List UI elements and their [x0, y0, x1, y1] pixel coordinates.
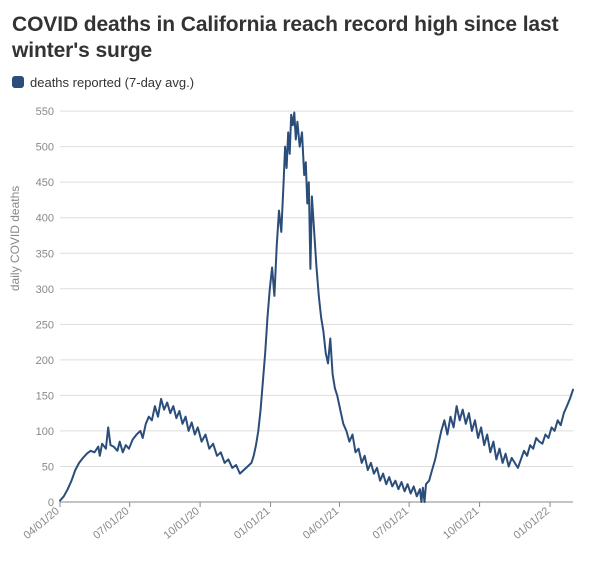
x-tick-label: 10/01/20: [162, 505, 203, 542]
x-tick-label: 10/01/21: [441, 505, 482, 542]
legend-label: deaths reported (7-day avg.): [30, 75, 194, 90]
svg-text:150: 150: [36, 390, 54, 402]
x-tick-label: 04/01/21: [301, 505, 342, 542]
legend: deaths reported (7-day avg.): [12, 75, 585, 90]
y-axis-label: daily COVID deaths: [8, 185, 22, 290]
svg-text:400: 400: [36, 212, 54, 224]
line-chart: 05010015020025030035040045050055004/01/2…: [12, 98, 583, 558]
x-tick-label: 07/01/21: [371, 505, 412, 542]
chart-title: COVID deaths in California reach record …: [12, 12, 585, 65]
svg-text:550: 550: [36, 106, 54, 118]
x-tick-label: 01/01/21: [232, 505, 273, 542]
x-tick-label: 07/01/20: [91, 505, 132, 542]
legend-swatch: [12, 76, 24, 88]
svg-text:100: 100: [36, 425, 54, 437]
svg-text:500: 500: [36, 141, 54, 153]
svg-text:350: 350: [36, 248, 54, 260]
svg-text:200: 200: [36, 354, 54, 366]
svg-text:300: 300: [36, 283, 54, 295]
svg-text:450: 450: [36, 177, 54, 189]
svg-text:50: 50: [42, 461, 54, 473]
chart-area: daily COVID deaths 050100150200250300350…: [12, 98, 585, 558]
svg-text:250: 250: [36, 319, 54, 331]
series-line: [60, 112, 573, 502]
x-tick-label: 01/01/22: [511, 505, 552, 542]
x-tick-label: 04/01/20: [21, 505, 62, 542]
